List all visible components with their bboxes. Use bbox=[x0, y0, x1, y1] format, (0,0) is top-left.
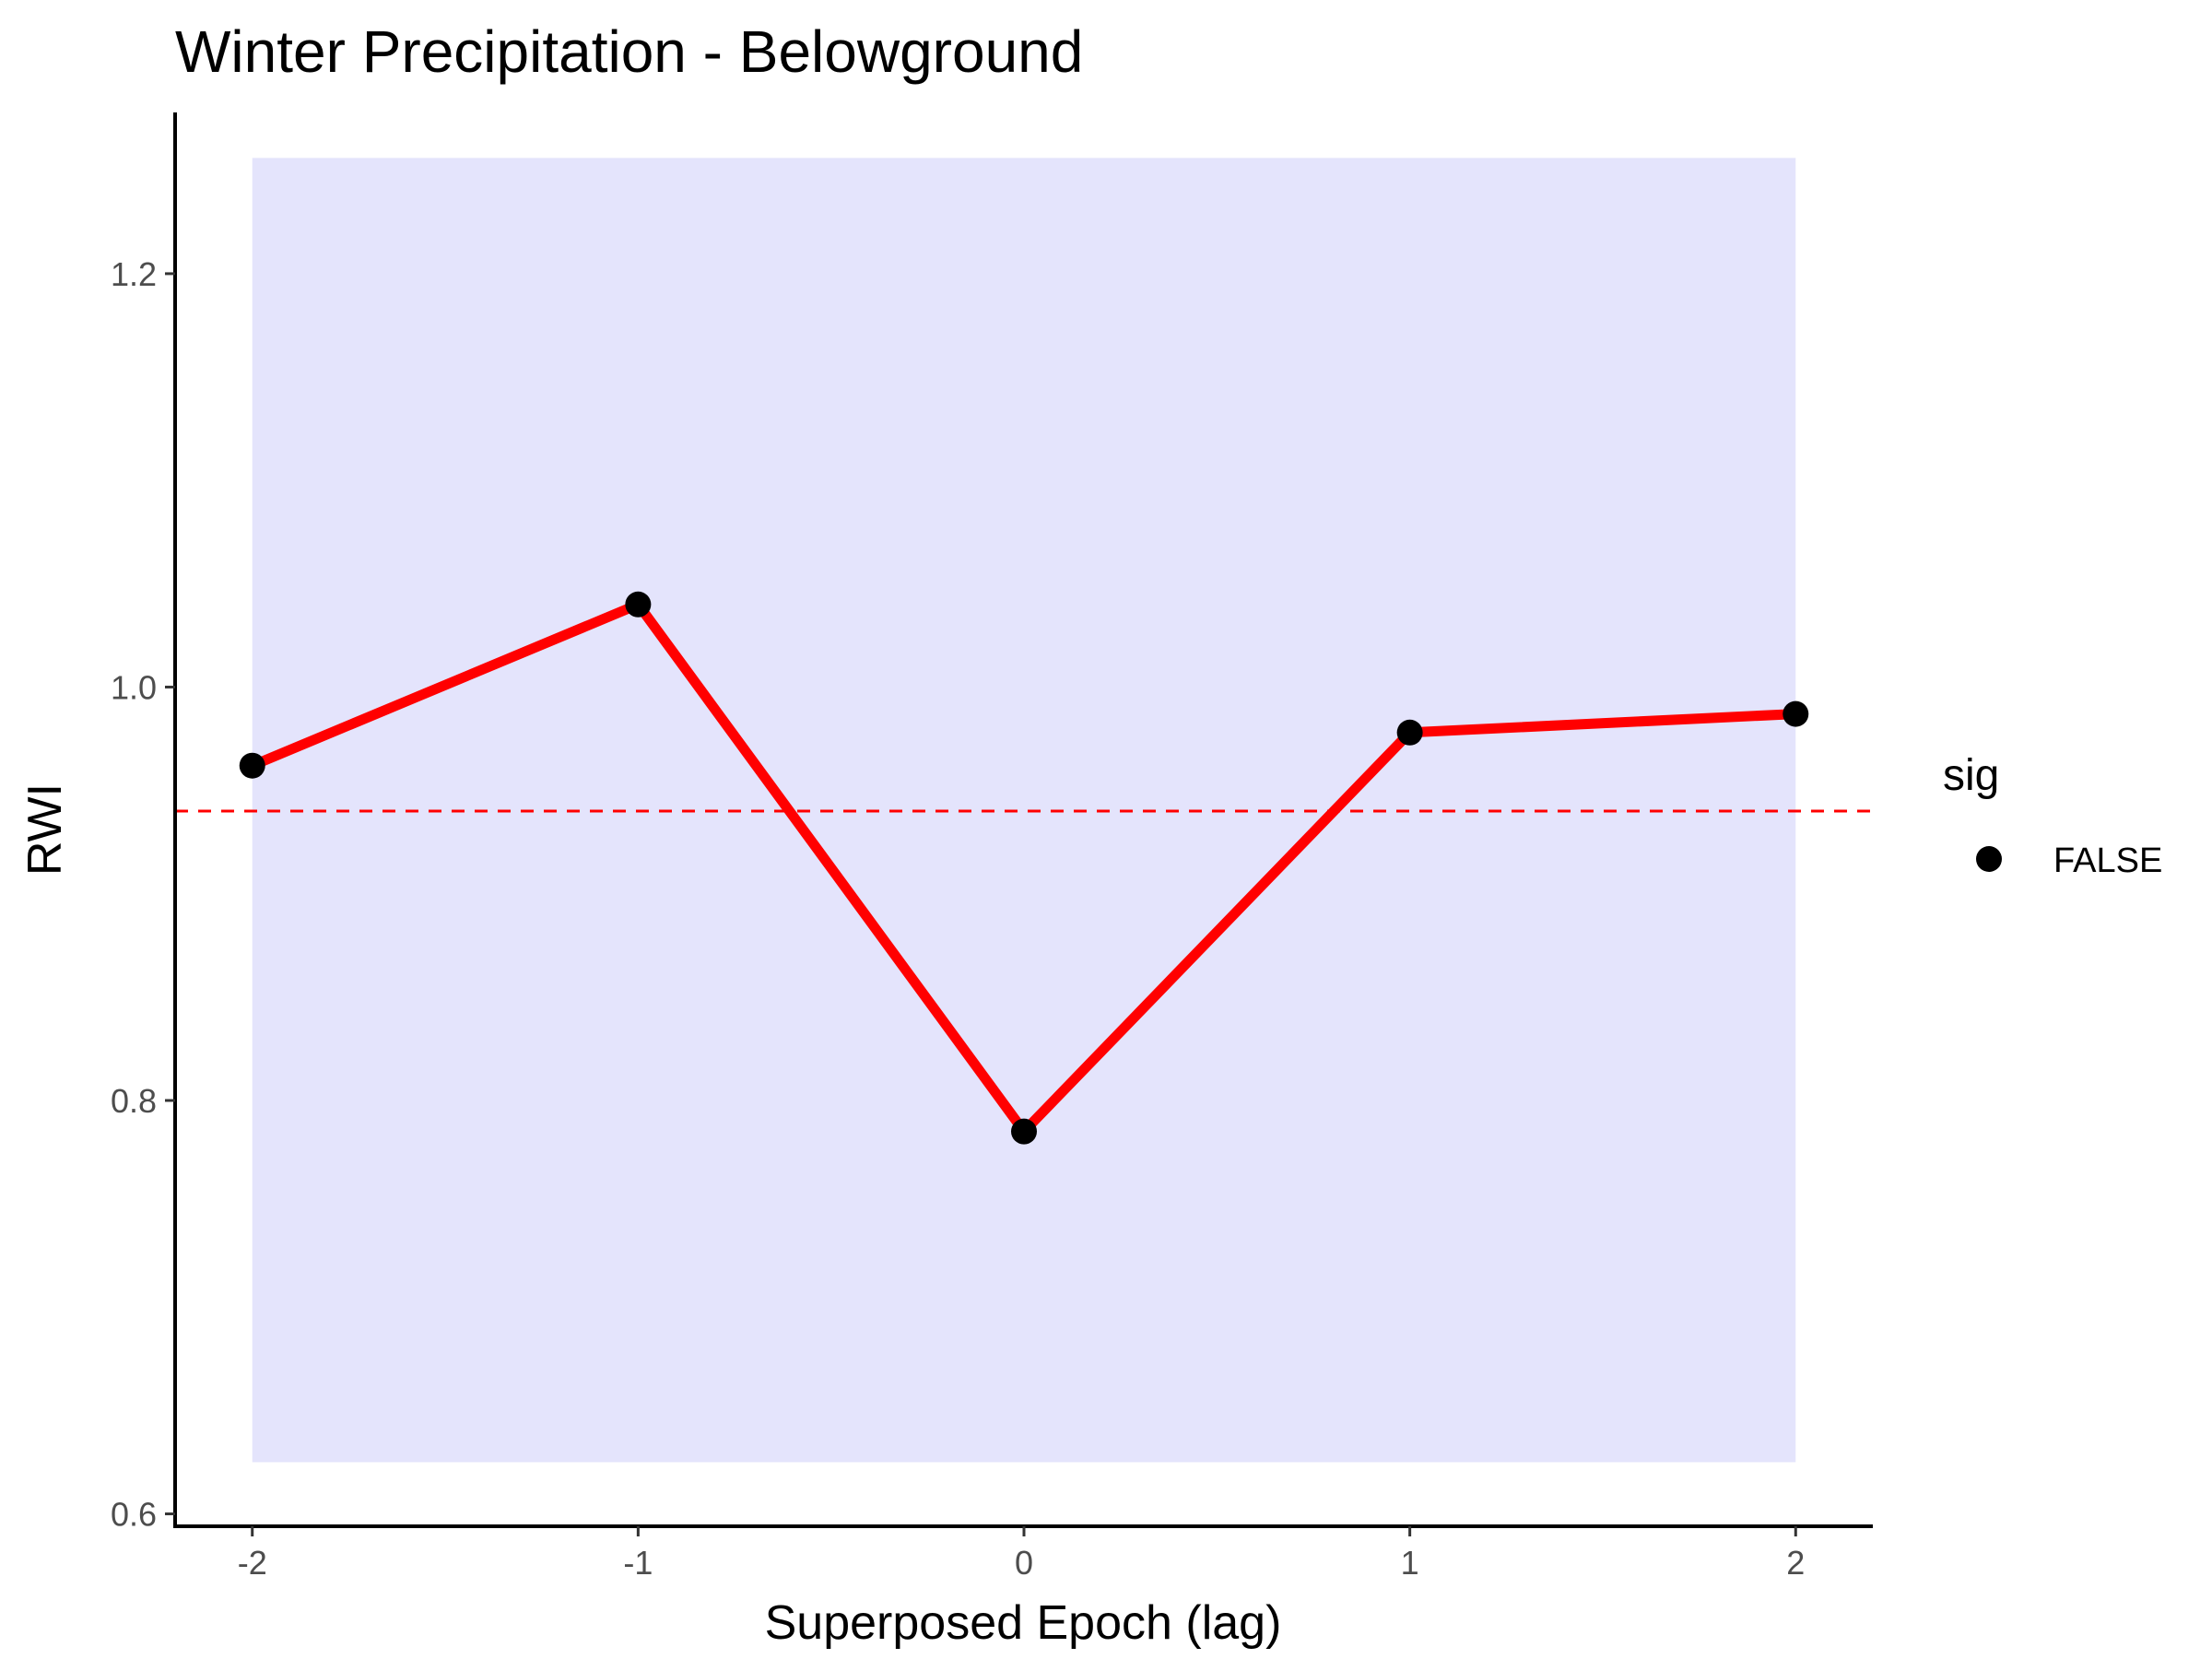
x-tick-label-2: 0 bbox=[1015, 1544, 1033, 1582]
y-tick-label-0: 0.6 bbox=[111, 1496, 157, 1534]
x-tick-label-3: 1 bbox=[1401, 1544, 1419, 1582]
data-point-4 bbox=[1783, 700, 1809, 727]
y-axis-title: RWI bbox=[18, 783, 72, 876]
axes: 0.6 0.8 1.0 1.2 -2 -1 0 1 2 bbox=[111, 112, 1873, 1582]
x-axis-title: Superposed Epoch (lag) bbox=[765, 1596, 1282, 1650]
data-point-2 bbox=[1011, 1118, 1037, 1145]
legend: sig FALSE bbox=[1943, 751, 2162, 880]
x-tick-label-4: 2 bbox=[1786, 1544, 1805, 1582]
x-tick-label-1: -1 bbox=[623, 1544, 653, 1582]
y-tick-label-1: 0.8 bbox=[111, 1082, 157, 1120]
plot-area bbox=[175, 158, 1873, 1463]
data-point-0 bbox=[239, 752, 265, 779]
data-point-1 bbox=[625, 591, 652, 618]
y-tick-label-3: 1.2 bbox=[111, 255, 157, 293]
x-tick-label-0: -2 bbox=[238, 1544, 267, 1582]
legend-key-0 bbox=[1976, 846, 2002, 872]
chart-title: Winter Precipitation - Belowground bbox=[175, 18, 1083, 85]
y-tick-label-2: 1.0 bbox=[111, 668, 157, 706]
data-point-3 bbox=[1396, 719, 1423, 746]
legend-label-0: FALSE bbox=[2053, 841, 2162, 880]
legend-title: sig bbox=[1943, 751, 1999, 800]
